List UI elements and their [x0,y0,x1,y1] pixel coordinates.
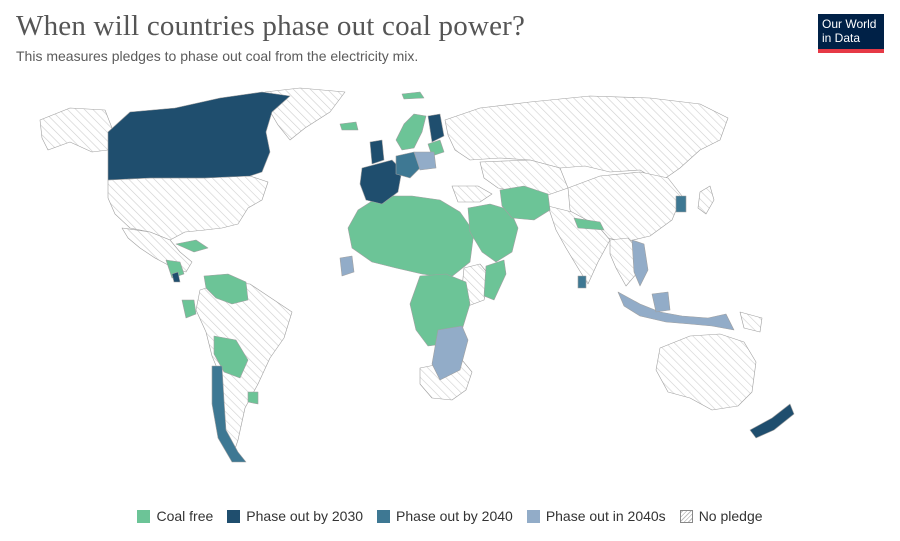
country-norway-sweden[interactable] [395,113,427,151]
logo-line-1: Our World [822,17,877,31]
country-canada[interactable] [107,91,291,181]
our-world-in-data-logo[interactable]: Our World in Data [818,14,884,53]
country-nepal-bangladesh[interactable] [573,217,605,231]
country-mozambique-zimbabwe[interactable] [431,325,469,381]
legend-label: Coal free [156,508,214,524]
country-cuba-caribbean[interactable] [175,239,209,253]
legend-swatch [377,509,391,523]
country-finland[interactable] [427,113,445,143]
country-bolivia-paraguay[interactable] [213,335,249,379]
legend-item[interactable]: Coal free [137,508,213,524]
country-turkey-region[interactable] [451,185,493,203]
country-middle-east[interactable] [467,203,519,263]
world-map [39,87,795,463]
country-svalbard[interactable] [401,91,425,100]
legend-label: Phase out by 2030 [246,508,364,524]
country-venezuela-guianas[interactable] [203,273,249,305]
country-uruguay[interactable] [247,391,259,405]
logo-line-2: in Data [822,31,861,45]
country-western-europe[interactable] [359,159,403,205]
country-iran-afghanistan[interactable] [499,185,551,221]
country-new-zealand[interactable] [749,403,795,439]
chart-title: When will countries phase out coal power… [16,10,526,42]
country-philippines[interactable] [651,291,671,313]
country-north-africa-sahel[interactable] [347,195,475,279]
legend-label: No pledge [698,508,763,524]
country-ecuador[interactable] [181,299,197,319]
country-el-salvador[interactable] [171,271,181,283]
country-vietnam[interactable] [631,239,649,287]
country-alaska[interactable] [39,107,113,153]
country-indonesia[interactable] [617,291,735,331]
legend-swatch [227,509,241,523]
country-iceland[interactable] [339,121,359,131]
country-south-america-no-pledge[interactable] [195,281,293,459]
country-united-kingdom[interactable] [369,139,385,165]
legend-item[interactable]: No pledge [679,508,763,524]
legend-swatch [137,509,151,523]
country-chile[interactable] [211,365,247,463]
map-legend: Coal free Phase out by 2030 Phase out by 2… [0,508,900,524]
country-south-korea[interactable] [675,195,687,213]
country-west-africa-pledges[interactable] [339,255,355,277]
country-germany-central-europe[interactable] [395,151,421,179]
legend-label: Phase out by 2040 [396,508,513,524]
legend-label: Phase out in 2040s [545,508,666,524]
country-japan[interactable] [697,185,715,215]
country-mexico[interactable] [121,227,193,273]
legend-item[interactable]: Phase out by 2030 [227,508,363,524]
country-papua-new-guinea[interactable] [739,311,763,333]
country-sri-lanka[interactable] [577,275,587,289]
country-australia[interactable] [655,333,757,411]
chart-subtitle: This measures pledges to phase out coal … [16,48,419,64]
legend-item[interactable]: Phase out by 2040 [377,508,513,524]
country-poland-czechia[interactable] [413,151,437,171]
country-somalia-horn[interactable] [483,259,507,301]
legend-swatch [526,509,540,523]
legend-item[interactable]: Phase out in 2040s [526,508,666,524]
country-central-america[interactable] [165,259,185,279]
legend-swatch [679,509,693,523]
